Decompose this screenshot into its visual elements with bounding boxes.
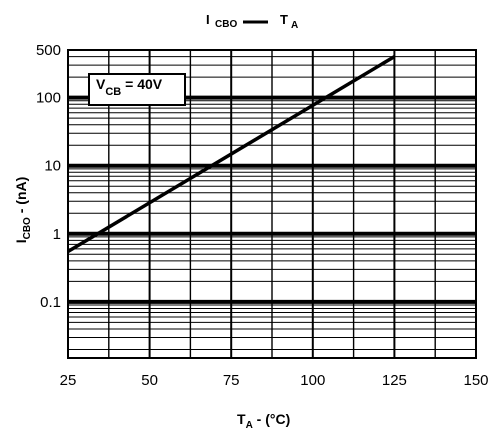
title-x-symbol: T [280, 12, 288, 27]
x-tick-label: 150 [463, 372, 488, 389]
y-tick-label: 1 [53, 226, 61, 243]
x-tick-label: 75 [223, 372, 240, 389]
x-tick-label: 25 [60, 372, 77, 389]
plot-frame [67, 49, 477, 359]
title-x-sub: A [291, 20, 298, 31]
title-y-sub: CBO [215, 19, 237, 30]
series-line-0 [67, 55, 396, 253]
chart-title-graphic: I CBO T A [206, 12, 298, 31]
x-tick-label: 100 [300, 372, 325, 389]
annotation-vcb: VCB = 40V [96, 76, 163, 98]
series-layer [67, 55, 396, 253]
title-y-symbol: I [206, 12, 210, 27]
chart-title: I CBO T A [0, 4, 494, 34]
y-tick-label: 0.1 [40, 294, 61, 311]
y-tick-labels: 0.1 1 10 100 500 [36, 42, 61, 311]
annotation-box [88, 73, 186, 106]
y-tick-label: 100 [36, 90, 61, 107]
x-axis-title: TA - (°C) [237, 411, 290, 431]
y-tick-label: 10 [44, 158, 61, 175]
x-tick-label: 50 [141, 372, 158, 389]
y-tick-label: 500 [36, 42, 61, 59]
grid [67, 49, 477, 358]
y-axis-title: ICBO - (nA) [13, 177, 33, 244]
svg-text:ICBO - (nA): ICBO - (nA) [13, 177, 33, 244]
x-tick-labels: 25 50 75 100 125 150 [60, 372, 489, 389]
x-tick-label: 125 [382, 372, 407, 389]
